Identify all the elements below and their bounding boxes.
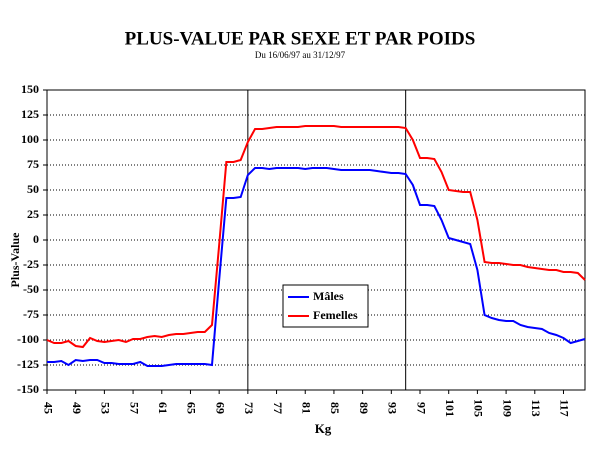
chart-title: PLUS-VALUE PAR SEXE ET PAR POIDS: [125, 28, 476, 49]
x-tick-label: 97: [414, 402, 428, 414]
x-tick-label: 101: [443, 399, 457, 417]
x-tick-label: 45: [41, 402, 55, 414]
y-tick-label: -125: [17, 357, 39, 371]
x-tick-label: 73: [242, 402, 256, 414]
y-tick-label: -150: [17, 382, 39, 396]
y-tick-label: 150: [21, 82, 39, 96]
x-tick-label: 85: [328, 402, 342, 414]
x-tick-label: 57: [127, 402, 141, 414]
y-tick-label: 100: [21, 132, 39, 146]
y-tick-label: 75: [27, 157, 39, 171]
x-tick-label: 93: [386, 402, 400, 414]
x-tick-label: 109: [500, 399, 514, 417]
y-tick-label: 50: [27, 182, 39, 196]
x-tick-label: 105: [472, 399, 486, 417]
x-axis-label: Kg: [315, 421, 332, 436]
y-tick-label: 0: [33, 232, 39, 246]
x-tick-label: 77: [271, 402, 285, 414]
x-tick-label: 65: [185, 402, 199, 414]
x-tick-label: 117: [558, 399, 572, 416]
x-tick-label: 53: [99, 402, 113, 414]
y-tick-label: -25: [23, 257, 39, 271]
y-tick-label: -50: [23, 282, 39, 296]
series-line: [47, 167, 586, 367]
x-tick-label: 69: [213, 402, 227, 414]
legend-label: Femelles: [313, 308, 358, 322]
legend-label: Mâles: [313, 289, 344, 303]
plot-area: [46, 89, 586, 391]
y-axis-label: Plus-Value: [8, 232, 22, 288]
y-tick-label: -75: [23, 307, 39, 321]
y-tick-label: 25: [27, 207, 39, 221]
chart-subtitle: Du 16/06/97 au 31/12/97: [255, 50, 346, 60]
x-tick-label: 81: [299, 402, 313, 414]
y-tick-label: -100: [17, 332, 39, 346]
y-tick-label: 125: [21, 107, 39, 121]
x-tick-label: 61: [156, 402, 170, 414]
x-tick-label: 49: [70, 402, 84, 414]
x-tick-label: 113: [529, 399, 543, 416]
series-line: [46, 125, 586, 349]
legend: [282, 284, 369, 328]
x-tick-label: 89: [357, 402, 371, 414]
